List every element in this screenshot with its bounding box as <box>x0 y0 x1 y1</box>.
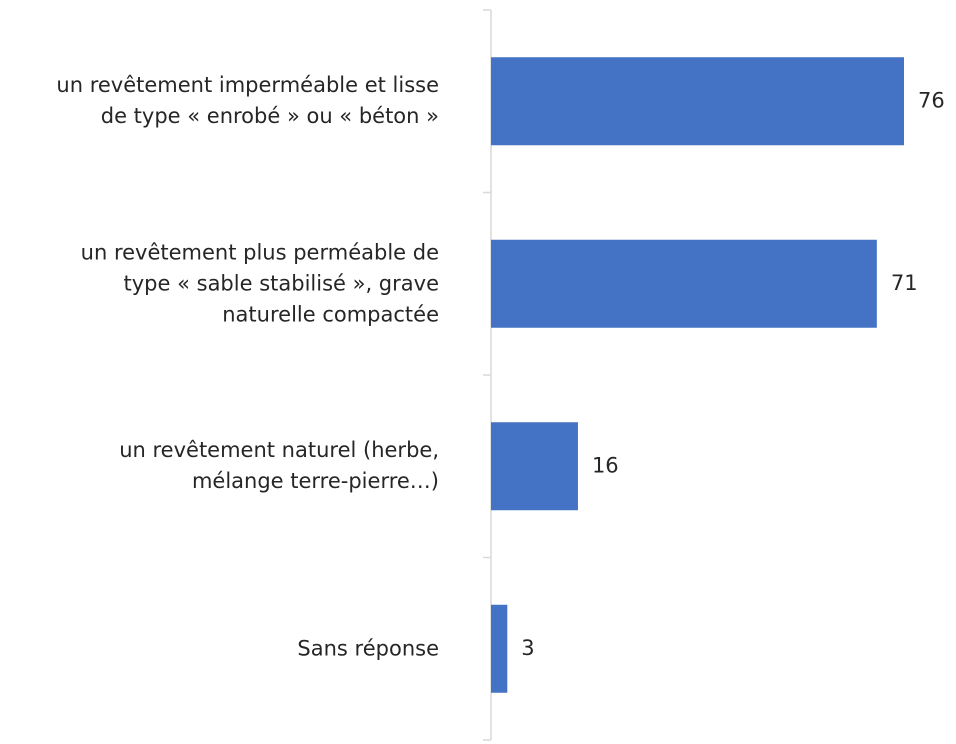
bar <box>491 422 578 511</box>
category-label: un revêtement plus perméable de type « s… <box>80 240 439 327</box>
category-label: un revêtement imperméable et lisse de ty… <box>56 73 439 129</box>
bar <box>491 239 877 328</box>
value-label: 16 <box>592 453 619 477</box>
value-label: 71 <box>891 271 918 295</box>
bar <box>491 604 508 693</box>
category-label: Sans réponse <box>297 636 439 661</box>
category-label: un revêtement naturel (herbe, mélange te… <box>119 438 439 494</box>
bar <box>491 57 904 146</box>
value-label: 76 <box>918 88 945 112</box>
value-label: 3 <box>521 636 534 660</box>
